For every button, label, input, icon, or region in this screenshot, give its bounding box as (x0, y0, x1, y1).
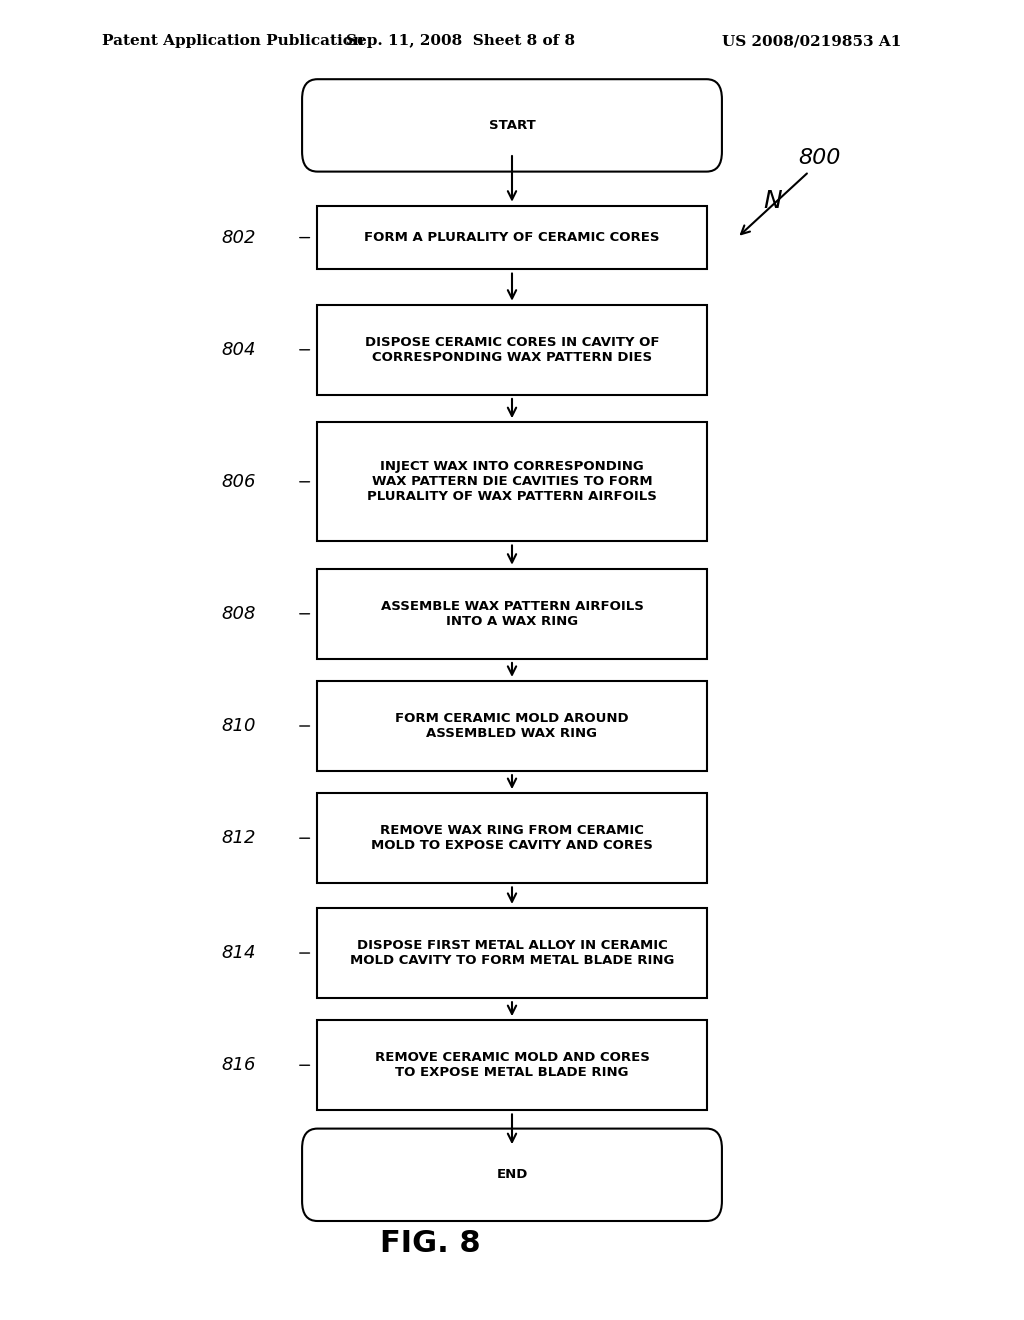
Bar (317, 681, 707, 771)
Text: FORM CERAMIC MOLD AROUND
ASSEMBLED WAX RING: FORM CERAMIC MOLD AROUND ASSEMBLED WAX R… (395, 711, 629, 741)
Bar (317, 908, 707, 998)
Text: 806: 806 (221, 473, 256, 491)
Text: 810: 810 (221, 717, 256, 735)
Text: 802: 802 (221, 228, 256, 247)
Text: 812: 812 (221, 829, 256, 847)
FancyBboxPatch shape (302, 1129, 722, 1221)
Text: END: END (497, 1168, 527, 1181)
Text: 808: 808 (221, 605, 256, 623)
Text: Sep. 11, 2008  Sheet 8 of 8: Sep. 11, 2008 Sheet 8 of 8 (346, 34, 575, 49)
Bar (317, 793, 707, 883)
Text: 816: 816 (221, 1056, 256, 1074)
Text: Patent Application Publication: Patent Application Publication (102, 34, 365, 49)
Bar (317, 1020, 707, 1110)
Bar (317, 206, 707, 269)
Text: INJECT WAX INTO CORRESPONDING
WAX PATTERN DIE CAVITIES TO FORM
PLURALITY OF WAX : INJECT WAX INTO CORRESPONDING WAX PATTER… (367, 461, 657, 503)
Text: FIG. 8: FIG. 8 (380, 1229, 480, 1258)
Text: START: START (488, 119, 536, 132)
Bar (317, 305, 707, 395)
Text: REMOVE WAX RING FROM CERAMIC
MOLD TO EXPOSE CAVITY AND CORES: REMOVE WAX RING FROM CERAMIC MOLD TO EXP… (371, 824, 653, 853)
Text: REMOVE CERAMIC MOLD AND CORES
TO EXPOSE METAL BLADE RING: REMOVE CERAMIC MOLD AND CORES TO EXPOSE … (375, 1051, 649, 1080)
FancyBboxPatch shape (302, 79, 722, 172)
Text: DISPOSE FIRST METAL ALLOY IN CERAMIC
MOLD CAVITY TO FORM METAL BLADE RING: DISPOSE FIRST METAL ALLOY IN CERAMIC MOL… (350, 939, 674, 968)
Bar (317, 422, 707, 541)
Text: FORM A PLURALITY OF CERAMIC CORES: FORM A PLURALITY OF CERAMIC CORES (365, 231, 659, 244)
Text: ASSEMBLE WAX PATTERN AIRFOILS
INTO A WAX RING: ASSEMBLE WAX PATTERN AIRFOILS INTO A WAX… (381, 599, 643, 628)
Text: 800: 800 (798, 148, 841, 169)
Text: 804: 804 (221, 341, 256, 359)
Text: DISPOSE CERAMIC CORES IN CAVITY OF
CORRESPONDING WAX PATTERN DIES: DISPOSE CERAMIC CORES IN CAVITY OF CORRE… (365, 335, 659, 364)
Text: N: N (764, 189, 782, 213)
Text: US 2008/0219853 A1: US 2008/0219853 A1 (722, 34, 901, 49)
Bar (317, 569, 707, 659)
Text: 814: 814 (221, 944, 256, 962)
